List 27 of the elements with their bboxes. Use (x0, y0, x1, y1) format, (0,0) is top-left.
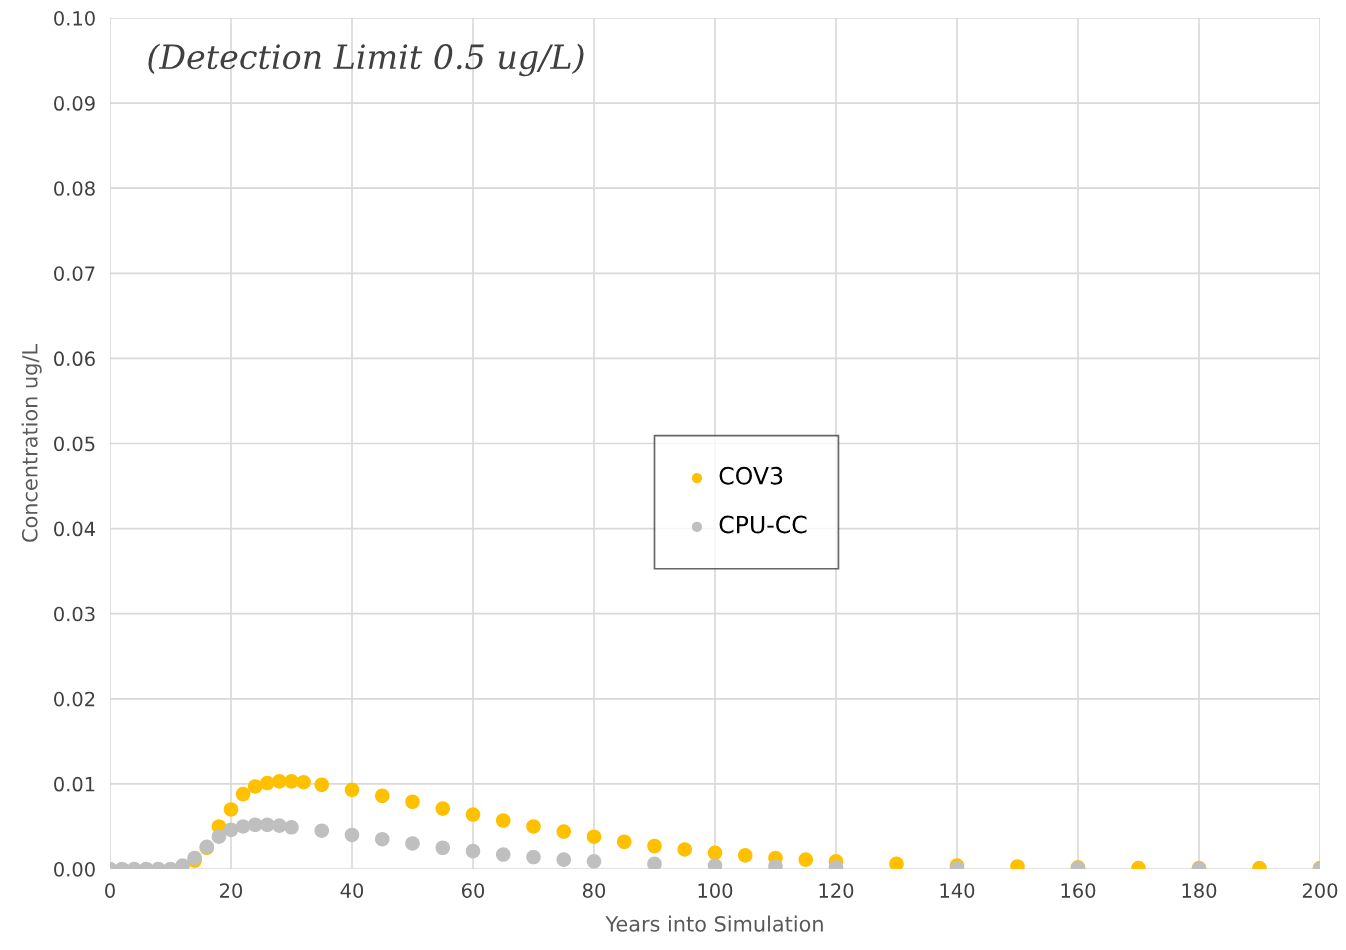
x-tick-label: 160 (1061, 883, 1096, 898)
y-tick-label: 0.09 (54, 96, 95, 111)
y-tick-label: 0.01 (54, 776, 95, 792)
legend-label: COV3 (719, 466, 783, 485)
annotation: (Detection Limit 0.5 ug/L) (148, 43, 584, 77)
y-tick-label: 0.06 (54, 351, 95, 367)
y-axis-title: Concentration ug/L (21, 344, 42, 542)
x-tick-label: 60 (461, 883, 485, 898)
y-tick-label: 0.02 (54, 691, 95, 707)
y-tick-label: 0.07 (54, 266, 95, 281)
x-tick-label: 100 (698, 883, 733, 898)
x-tick-label: 120 (819, 883, 854, 898)
x-tick-label: 0 (105, 883, 115, 898)
x-tick-label: 180 (1182, 883, 1217, 898)
x-tick-label: 40 (340, 883, 364, 898)
x-axis-title: Years into Simulation (605, 915, 823, 932)
y-tick-label: 0.03 (54, 606, 95, 622)
x-tick-label: 200 (1302, 883, 1338, 898)
x-tick-label: 20 (220, 883, 243, 898)
y-tick-label: 0.10 (54, 10, 95, 26)
y-tick-label: 0.05 (54, 436, 95, 452)
legend-label: CPU-CC (719, 515, 807, 534)
x-tick-label: 80 (582, 883, 606, 898)
y-tick-label: 0.08 (54, 181, 95, 196)
x-tick-label: 140 (940, 883, 975, 898)
y-tick-label: 0.00 (54, 861, 95, 877)
y-tick-label: 0.04 (54, 521, 96, 537)
